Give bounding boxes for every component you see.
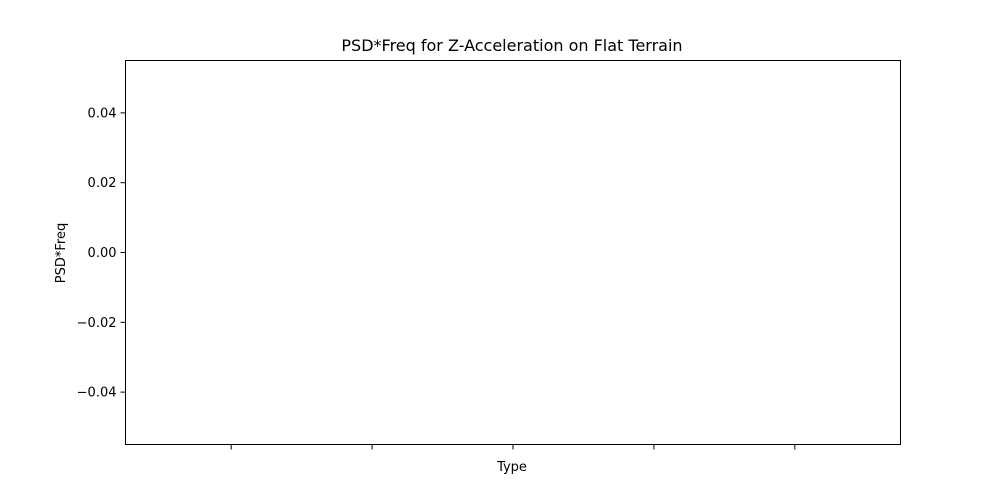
x-axis-label: Type [496,460,527,475]
x-axis [230,444,796,450]
y-tick-label: −0.04 [77,386,117,401]
y-tick-label: 0.02 [88,176,117,191]
y-tick-label: 0.04 [88,106,117,121]
y-axis-label: PSD*Freq [54,223,69,283]
y-tick-label: −0.02 [77,316,117,331]
y-axis: −0.04 −0.02 0.00 0.02 0.04 [77,106,126,401]
chart-title: PSD*Freq for Z-Acceleration on Flat Terr… [341,36,682,55]
y-tick-label: 0.00 [88,246,117,261]
